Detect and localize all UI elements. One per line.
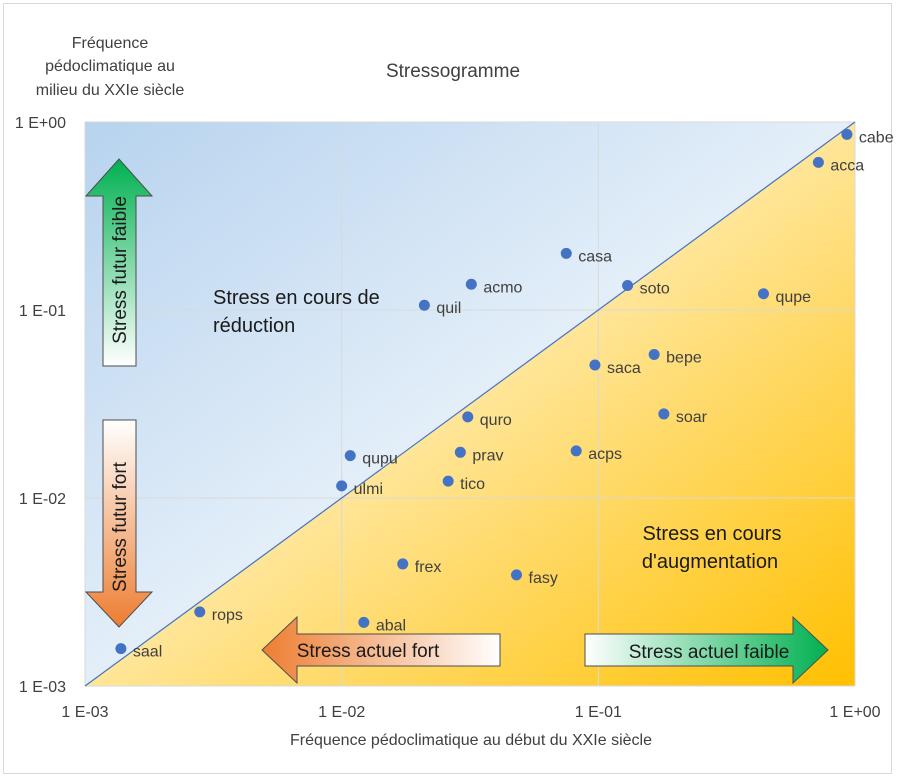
y-axis-ticks: 1 E+00 1 E-01 1 E-02 1 E-03 xyxy=(15,115,66,696)
point-label-qupu: qupu xyxy=(362,451,398,468)
point-label-quro: quro xyxy=(480,412,512,429)
arrow-up-stress-futur-faible: Stress futur faible xyxy=(84,158,154,367)
diagonal-line xyxy=(84,121,856,687)
data-point-cabe xyxy=(841,128,853,140)
upper-region-label-line-2: réduction xyxy=(213,315,295,337)
arrow-up-label: Stress futur faible xyxy=(110,196,131,344)
data-point-quro xyxy=(462,411,474,423)
arrow-left-label: Stress actuel fort xyxy=(297,641,440,662)
data-point-saca xyxy=(589,359,601,371)
data-point-casa xyxy=(560,247,572,259)
point-label-bepe: bepe xyxy=(666,349,702,366)
data-point-abal xyxy=(358,616,370,628)
point-label-qupe: qupe xyxy=(775,289,811,306)
lower-region-label-line-2: d'augmentation xyxy=(642,551,778,573)
data-point-soto xyxy=(622,279,634,291)
data-point-acps xyxy=(570,445,582,457)
point-label-soar: soar xyxy=(676,409,708,426)
y-tick-label: 1 E-03 xyxy=(19,679,66,696)
x-tick-label: 1 E+00 xyxy=(829,704,880,721)
data-point-prav xyxy=(454,446,466,458)
arrow-down-stress-futur-fort: Stress futur fort xyxy=(84,419,154,628)
point-label-saca: saca xyxy=(607,360,641,377)
point-label-casa: casa xyxy=(578,248,612,265)
data-point-tico xyxy=(442,475,454,487)
data-point-acmo xyxy=(465,278,477,290)
point-label-tico: tico xyxy=(460,476,485,493)
arrow-right-stress-actuel-faible: Stress actuel faible xyxy=(584,615,829,685)
point-label-acps: acps xyxy=(588,446,622,463)
point-label-saal: saal xyxy=(133,644,162,661)
lower-region-label-line-1: Stress en cours xyxy=(643,523,782,545)
data-point-qupe xyxy=(757,288,769,300)
point-label-soto: soto xyxy=(640,280,670,297)
point-label-abal: abal xyxy=(376,617,406,634)
x-tick-label: 1 E-02 xyxy=(318,704,365,721)
y-tick-label: 1 E-02 xyxy=(19,491,66,508)
y-axis-label-line-2: pédoclimatique au xyxy=(45,58,175,75)
y-axis-label-line-3: milieu du XXIe siècle xyxy=(36,82,185,99)
data-point-bepe xyxy=(648,348,660,360)
data-point-qupu xyxy=(344,450,356,462)
data-point-acca xyxy=(812,156,824,168)
point-label-cabe: cabe xyxy=(859,129,894,146)
point-label-acca: acca xyxy=(830,157,864,174)
point-label-ulmi: ulmi xyxy=(354,481,383,498)
y-axis-label-line-1: Fréquence xyxy=(72,35,149,52)
x-axis-label: Fréquence pédoclimatique au début du XXI… xyxy=(290,732,652,749)
x-axis-ticks: 1 E-03 1 E-02 1 E-01 1 E+00 xyxy=(61,704,880,721)
gridlines xyxy=(84,121,856,687)
point-label-rops: rops xyxy=(212,607,243,624)
data-point-fasy xyxy=(511,569,523,581)
data-point-quil xyxy=(418,299,430,311)
chart-title: Stressogramme xyxy=(386,61,520,82)
arrow-down-label: Stress futur fort xyxy=(110,461,131,592)
point-label-quil: quil xyxy=(436,300,461,317)
upper-region-label-line-1: Stress en cours de xyxy=(213,287,380,309)
x-tick-label: 1 E-03 xyxy=(61,704,108,721)
data-point-saal xyxy=(115,643,127,655)
point-label-frex: frex xyxy=(415,559,442,576)
data-point-ulmi xyxy=(336,480,348,492)
point-label-fasy: fasy xyxy=(529,570,558,587)
arrow-left-stress-actuel-fort: Stress actuel fort xyxy=(261,615,501,685)
data-point-rops xyxy=(194,606,206,618)
data-points: cabe acca casa acmo soto qupe quil bepe saca soar… xyxy=(115,128,894,661)
arrow-right-label: Stress actuel faible xyxy=(629,642,790,663)
x-tick-label: 1 E-01 xyxy=(575,704,622,721)
point-label-acmo: acmo xyxy=(483,279,522,296)
data-point-soar xyxy=(658,408,670,420)
y-tick-label: 1 E+00 xyxy=(15,115,66,132)
data-point-frex xyxy=(397,558,409,570)
y-tick-label: 1 E-01 xyxy=(19,303,66,320)
point-label-prav: prav xyxy=(472,447,503,464)
